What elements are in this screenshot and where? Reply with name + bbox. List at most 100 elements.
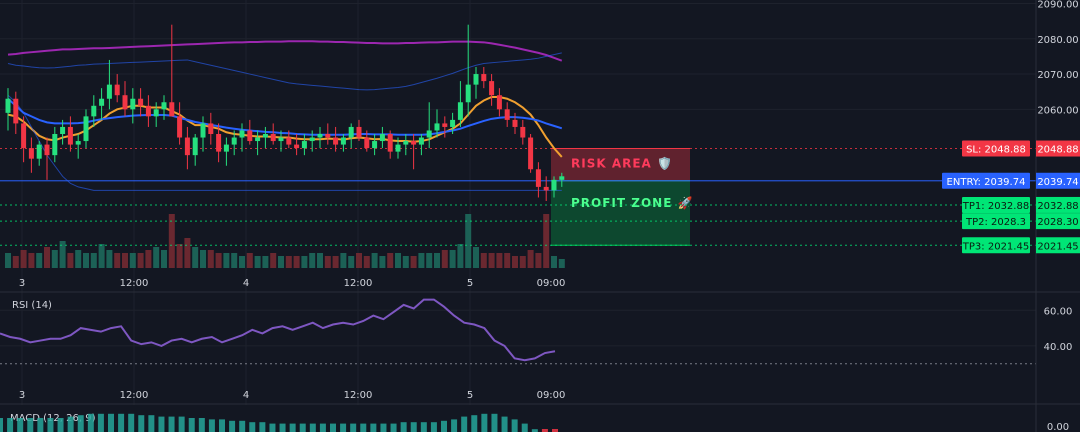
- macd-histogram-bar: [87, 413, 94, 432]
- candle: [387, 130, 393, 159]
- candle: [52, 126, 58, 163]
- volume-bar: [285, 256, 292, 268]
- candle-body: [512, 119, 518, 127]
- candle: [99, 88, 105, 120]
- candle-body: [169, 102, 175, 117]
- candle-body: [13, 98, 19, 124]
- candle: [520, 119, 526, 145]
- macd-histogram-bar: [390, 423, 397, 432]
- candle-body: [216, 134, 222, 152]
- rsi-tick-label: 60.00: [1044, 306, 1073, 317]
- candle: [83, 109, 89, 149]
- zone-box: [551, 180, 690, 246]
- macd-histogram-bar: [198, 418, 205, 432]
- candle-body: [5, 98, 11, 113]
- candle-body: [442, 123, 448, 127]
- macd-histogram-bar: [168, 416, 175, 432]
- candle: [489, 74, 495, 106]
- macd-histogram-bar: [340, 423, 347, 432]
- macd-histogram-bar: [229, 420, 236, 432]
- candle: [559, 172, 565, 187]
- candle-body: [473, 74, 479, 85]
- candle: [372, 134, 378, 156]
- candle-body: [395, 144, 401, 152]
- candle-body: [504, 109, 510, 120]
- time-axis-label: 5: [467, 390, 473, 401]
- candle-body: [177, 116, 183, 138]
- candle: [262, 126, 268, 149]
- candle-body: [21, 123, 27, 149]
- volume-bar: [441, 250, 448, 268]
- candle: [348, 123, 354, 149]
- candle: [21, 116, 27, 163]
- volume-bar: [348, 256, 355, 268]
- macd-histogram-bar: [461, 416, 468, 432]
- volume-bar: [28, 253, 35, 268]
- macd-histogram-bar: [208, 419, 215, 432]
- macd-histogram-bar: [17, 418, 24, 432]
- volume-bar: [207, 250, 214, 268]
- rsi-title: RSI (14): [12, 300, 52, 311]
- price-line-value-box: [1036, 213, 1080, 230]
- volume-bar: [192, 247, 199, 268]
- candle: [434, 109, 440, 138]
- macd-histogram-bar: [47, 418, 54, 432]
- candle: [153, 102, 159, 127]
- candle: [356, 119, 362, 142]
- candle: [512, 112, 518, 134]
- volume-bar: [387, 253, 394, 268]
- volume-bar: [161, 250, 167, 268]
- macd-histogram-bar: [249, 422, 256, 432]
- zone-label: PROFIT ZONE 🚀: [571, 196, 694, 210]
- volume-bar: [12, 256, 19, 268]
- macd-histogram-bar: [420, 422, 427, 432]
- time-axis-label: 4: [243, 390, 249, 401]
- volume-bar: [301, 256, 308, 268]
- volume-bar: [434, 253, 440, 268]
- macd-histogram-bar: [501, 416, 508, 432]
- volume-bar: [496, 253, 503, 268]
- candle: [465, 24, 471, 117]
- candle: [551, 176, 557, 198]
- volume-bar: [153, 247, 160, 268]
- macd-histogram-bar: [118, 413, 125, 432]
- candle: [403, 134, 409, 156]
- candle: [457, 81, 463, 127]
- indicator-line: [7, 40, 563, 62]
- macd-histogram-bar: [219, 419, 225, 432]
- candle-body: [247, 130, 253, 142]
- macd-histogram-bar: [289, 423, 296, 432]
- price-line-value: 2028.30: [1037, 217, 1078, 228]
- candle-body: [496, 95, 502, 110]
- candle-body: [465, 84, 471, 103]
- candle: [528, 134, 534, 173]
- candle-body: [387, 134, 393, 152]
- volume-bar: [309, 253, 316, 268]
- time-axis-label: 5: [467, 278, 473, 289]
- volume-bar: [379, 256, 386, 268]
- volume-bar: [426, 253, 433, 268]
- macd-histogram-bar: [279, 423, 286, 432]
- volume-bar: [512, 256, 518, 268]
- candle-body: [91, 105, 97, 117]
- time-axis-label: 3: [19, 390, 25, 401]
- candle-body: [208, 123, 214, 134]
- candle: [184, 126, 190, 170]
- volume-bar: [239, 256, 245, 268]
- volume-bar: [410, 256, 417, 268]
- volume-bar: [145, 250, 152, 268]
- candle: [426, 102, 432, 149]
- macd-histogram-bar: [0, 418, 3, 432]
- candle: [325, 123, 331, 145]
- volume-bar: [278, 256, 284, 268]
- candle-body: [130, 98, 136, 110]
- volume-bar: [504, 253, 511, 268]
- macd-histogram-bar: [370, 423, 377, 432]
- price-tick-label: 2080.00: [1037, 35, 1078, 46]
- volume-bar: [465, 214, 472, 268]
- volume-bar: [44, 247, 50, 268]
- price-line-label-box: [942, 172, 1030, 189]
- candle: [418, 134, 424, 156]
